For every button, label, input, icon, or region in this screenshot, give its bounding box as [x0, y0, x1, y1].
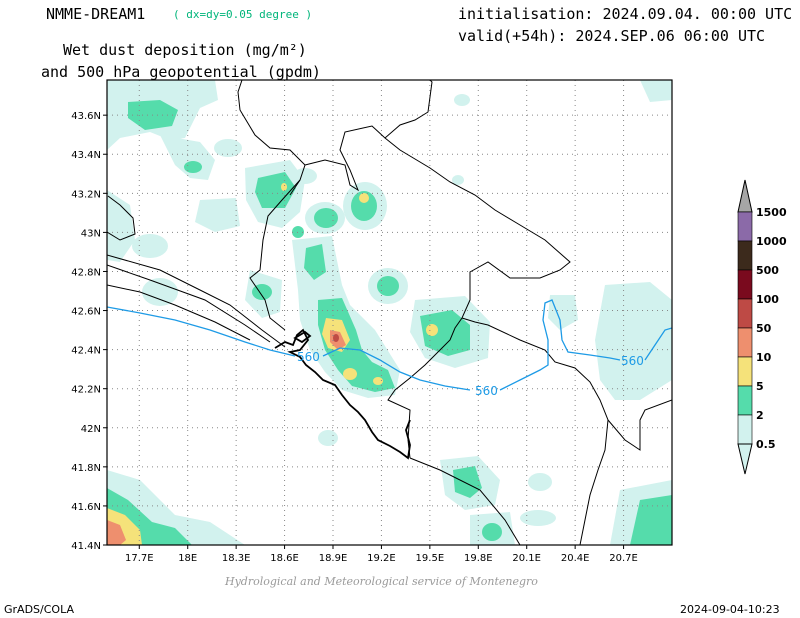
- lat-tick-label: 42.4N: [71, 346, 101, 357]
- valid-time: valid(+54h): 2024.SEP.06 06:00 UTC: [458, 27, 766, 45]
- lon-tick-label: 18E: [178, 553, 197, 564]
- map-title-line2: and 500 hPa geopotential (gpdm): [41, 63, 321, 81]
- lat-tick-label: 41.8N: [71, 463, 101, 474]
- lat-lon-grid: [107, 80, 672, 545]
- map-title-line1: Wet dust deposition (mg/m²): [63, 41, 307, 59]
- colorbar-level-label: 2: [756, 409, 764, 422]
- lon-tick-label: 19.2E: [367, 553, 396, 564]
- lon-tick-label: 17.7E: [125, 553, 154, 564]
- credit-text: Hydrological and Meteorological service …: [225, 575, 538, 588]
- lon-tick-label: 20.4E: [561, 553, 590, 564]
- colorbar-level-label: 500: [756, 264, 779, 277]
- contour-label: 560: [475, 384, 498, 398]
- axis-tick-labels: 17.7E 18E 18.3E 18.6E 18.9E 19.2E 19.5E 19.8E 20…: [71, 111, 638, 564]
- colorbar-swatch: [737, 385, 753, 416]
- coastline: [274, 328, 411, 460]
- lat-tick-label: 42.2N: [71, 385, 101, 396]
- lat-tick-label: 42N: [81, 424, 101, 435]
- colorbar-level-label: 50: [756, 322, 772, 335]
- contour-labels: 560 560 560: [297, 350, 644, 398]
- lat-tick-label: 42.8N: [71, 267, 101, 278]
- resolution-note: ( dx=dy=0.05 degree ): [173, 8, 313, 21]
- contour-label: 560: [297, 350, 320, 364]
- lat-tick-label: 42.6N: [71, 307, 101, 318]
- colorbar-arrow-bottom: [737, 443, 753, 475]
- lat-tick-label: 41.6N: [71, 502, 101, 513]
- initialisation-time: initialisation: 2024.09.04. 00:00 UTC: [458, 5, 793, 23]
- colorbar-swatch: [737, 240, 753, 271]
- model-name: NMME-DREAM1: [46, 5, 146, 23]
- lon-tick-label: 19.5E: [416, 553, 445, 564]
- lon-tick-label: 20.1E: [512, 553, 541, 564]
- shading-level-50: [333, 334, 339, 342]
- lat-tick-label: 43.4N: [71, 150, 101, 161]
- footer-timestamp: 2024-09-04-10:23: [680, 603, 780, 616]
- colorbar-swatch: [737, 327, 753, 358]
- lon-tick-label: 18.9E: [319, 553, 348, 564]
- colorbar-swatch: [737, 211, 753, 242]
- geopotential-contour-560: [107, 299, 672, 391]
- lat-tick-label: 43.6N: [71, 111, 101, 122]
- lon-tick-label: 18.3E: [222, 553, 251, 564]
- lat-tick-label: 41.4N: [71, 541, 101, 552]
- colorbar-level-label: 10: [756, 351, 772, 364]
- colorbar-legend: 1500 1000 500 100 50 10 5 2 0.5: [737, 179, 787, 475]
- contour-label: 560: [621, 354, 644, 368]
- lon-tick-label: 18.6E: [270, 553, 299, 564]
- colorbar-level-label: 0.5: [756, 438, 776, 451]
- colorbar-swatch: [737, 414, 753, 445]
- colorbar-arrow-top: [737, 179, 753, 213]
- colorbar-level-label: 100: [756, 293, 779, 306]
- colorbar-level-label: 5: [756, 380, 764, 393]
- colorbar-level-label: 1500: [756, 206, 787, 219]
- lat-tick-label: 43N: [81, 228, 101, 239]
- colorbar-level-label: 1000: [756, 235, 787, 248]
- footer-software: GrADS/COLA: [4, 603, 74, 616]
- lat-tick-label: 43.2N: [71, 189, 101, 200]
- lon-tick-label: 20.7E: [609, 553, 638, 564]
- colorbar-swatch: [737, 269, 753, 300]
- colorbar-swatch: [737, 356, 753, 387]
- colorbar-swatch: [737, 298, 753, 329]
- map-frame: [106, 79, 673, 546]
- shading-level-2: [107, 100, 672, 545]
- country-borders: [107, 80, 672, 545]
- lon-tick-label: 19.8E: [464, 553, 493, 564]
